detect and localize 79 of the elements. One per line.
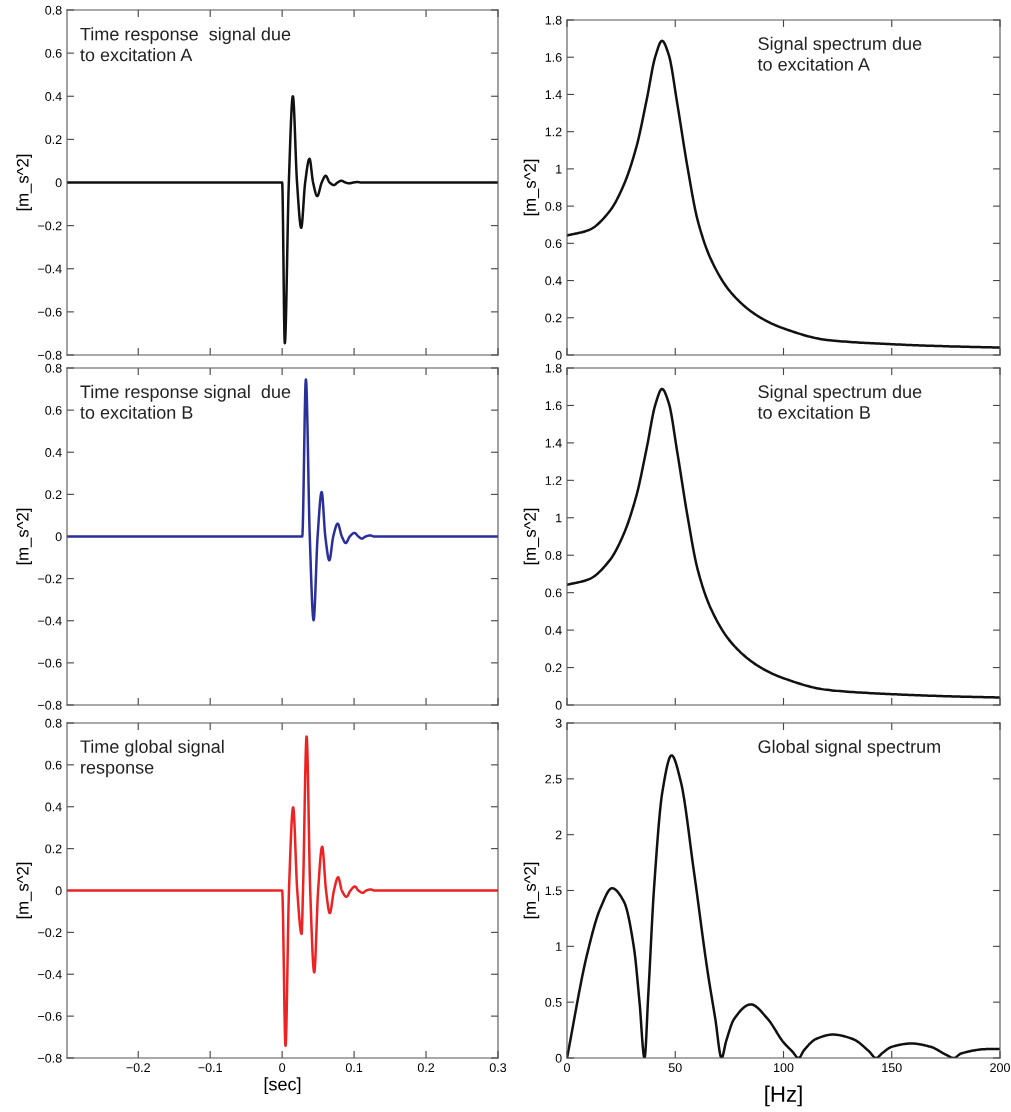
y-axis-title: [m_s^2] [16,508,32,565]
y-axis-title: [m_s^2] [16,154,32,211]
y-tick-label: 1.8 [545,363,562,373]
y-tick-label: 0.2 [45,490,62,500]
x-tick-label: 0.3 [489,1063,507,1073]
y-axis-title: [m_s^2] [16,862,32,919]
y-tick-label: 0.8 [545,201,562,211]
y-tick-label: 0.5 [545,997,562,1007]
y-tick-label: 1.6 [545,53,562,62]
y-tick-label: 0 [55,178,62,188]
y-tick-label: 0.6 [45,405,62,415]
x-tick-label: 100 [774,1063,794,1073]
y-axis-title: [m_s^2] [523,159,540,216]
annotation: Signal spectrum due to excitation B [757,384,922,419]
y-tick-label: 1.2 [545,127,562,137]
x-tick-label: −0.1 [198,1063,222,1073]
y-tick-label: 0 [555,350,562,360]
y-tick-label: 1 [556,942,562,951]
y-tick-label: −0.6 [38,658,62,668]
y-tick-label: −0.6 [38,307,62,317]
annotation: Global signal spectrum [758,739,940,757]
y-tick-label: −0.2 [38,221,62,231]
y-tick-label: 0.2 [45,844,62,854]
annotation: Signal spectrum due to excitation A [757,36,922,71]
y-tick-label: −0.8 [38,700,62,710]
x-tick-label: 150 [882,1063,902,1073]
annotation: Time global signal response [80,739,224,778]
y-tick-label: 0.4 [45,92,62,101]
x-tick-label: 50 [668,1063,682,1073]
y-tick-label: −0.2 [38,928,62,938]
y-tick-label: 1.4 [545,90,562,99]
y-tick-label: 1 [556,513,562,523]
y-tick-label: 0.4 [45,448,62,457]
y-tick-label: −0.8 [38,1053,62,1063]
y-tick-label: 0.4 [545,625,562,635]
y-tick-label: 0 [55,532,62,542]
y-tick-label: 2 [555,830,562,840]
y-tick-label: 0 [555,700,562,710]
annotation: Time response signal due to excitation B [80,384,291,419]
x-tick-label: 0.1 [345,1063,363,1073]
y-tick-label: −0.4 [38,264,62,274]
y-tick-label: 0 [55,886,62,896]
y-tick-label: 0.4 [45,802,62,812]
y-tick-label: 0.6 [545,239,562,248]
y-tick-label: 0.6 [545,588,562,598]
y-tick-label: 0.8 [45,718,62,728]
y-tick-label: 0.2 [545,663,562,673]
y-tick-label: 0.2 [545,313,562,323]
y-tick-label: 1.6 [545,401,562,411]
y-tick-label: 1.4 [545,438,562,448]
y-tick-label: 0.8 [545,551,562,560]
x-tick-label: 0 [564,1063,570,1073]
y-tick-label: 0.2 [45,135,62,145]
y-tick-label: 0.6 [45,48,62,58]
y-axis-title: [m_s^2] [523,862,540,919]
y-tick-label: −0.4 [38,970,62,979]
y-tick-label: 0.4 [545,276,562,286]
y-tick-label: −0.6 [38,1011,62,1021]
x-tick-label: 0.2 [417,1063,435,1073]
y-tick-label: −0.4 [38,616,62,626]
x-tick-label: −0.2 [126,1063,150,1073]
annotation: Time response signal due to excitation A [80,27,291,62]
y-tick-label: 0.8 [45,363,62,373]
y-tick-label: 2.5 [545,774,562,784]
y-tick-label: 1.5 [545,886,562,896]
y-tick-label: −0.8 [38,350,62,360]
y-tick-label: 3 [555,718,562,728]
y-tick-label: 0 [555,1053,562,1063]
y-tick-label: 0.8 [45,5,62,15]
x-axis-title: [Hz] [765,1085,802,1107]
x-tick-label: 200 [990,1063,1010,1073]
y-tick-label: −0.2 [38,574,62,584]
y-axis-title: [m_s^2] [523,508,540,565]
y-tick-label: 0.6 [45,760,62,770]
x-axis-title: [sec] [264,1077,301,1095]
y-tick-label: 1.2 [545,476,562,485]
x-tick-label: 0 [279,1063,286,1073]
y-tick-label: 1.8 [545,15,562,25]
y-tick-label: 1 [556,164,562,174]
